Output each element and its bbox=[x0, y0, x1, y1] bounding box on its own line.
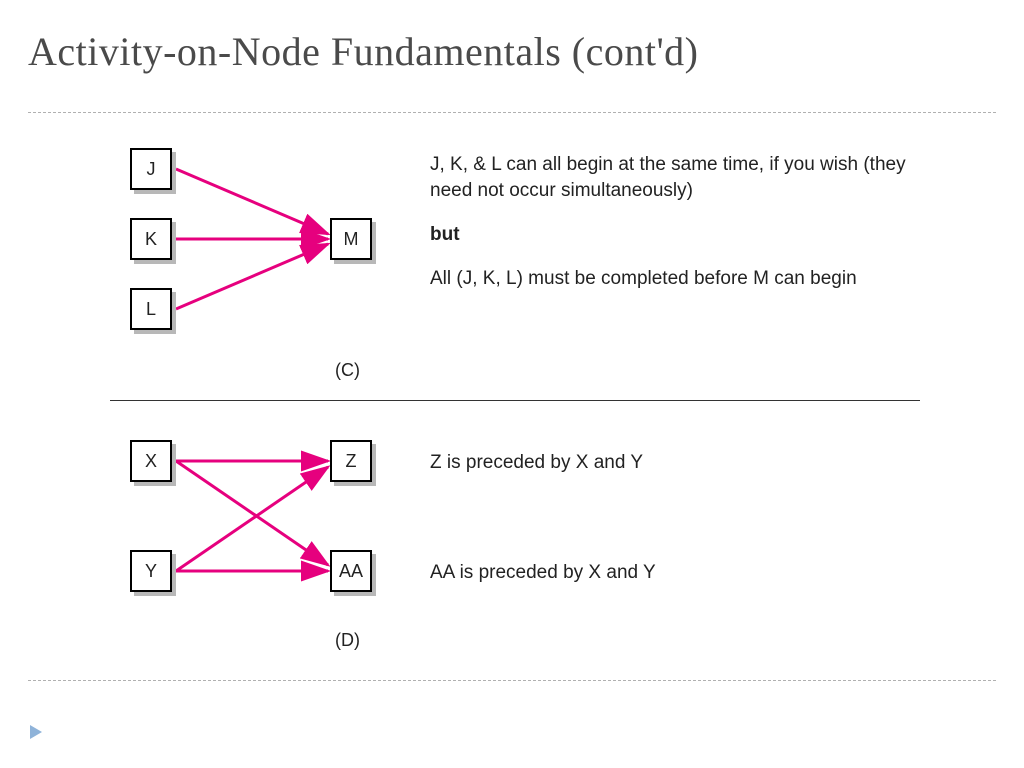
node-label: AA bbox=[339, 561, 363, 582]
node-label: M bbox=[344, 229, 359, 250]
node-m: M bbox=[330, 218, 372, 260]
edge-l-m bbox=[176, 244, 328, 309]
node-x: X bbox=[130, 440, 172, 482]
footer-nav-arrow-icon[interactable] bbox=[28, 723, 46, 746]
bottom-dashed-divider bbox=[28, 680, 996, 681]
node-label: Y bbox=[145, 561, 157, 582]
diagram-d: X Y Z AA bbox=[110, 440, 400, 610]
desc-d-z: Z is preceded by X and Y bbox=[430, 450, 643, 476]
edge-x-aa bbox=[176, 461, 328, 565]
node-label: Z bbox=[346, 451, 357, 472]
node-aa: AA bbox=[330, 550, 372, 592]
page-title: Activity-on-Node Fundamentals (cont'd) bbox=[28, 28, 699, 75]
node-z: Z bbox=[330, 440, 372, 482]
mid-solid-divider bbox=[110, 400, 920, 401]
node-label: K bbox=[145, 229, 157, 250]
fig-label-d: (D) bbox=[335, 630, 360, 651]
node-label: X bbox=[145, 451, 157, 472]
desc-c-line2: All (J, K, L) must be completed before M… bbox=[430, 266, 930, 292]
node-y: Y bbox=[130, 550, 172, 592]
top-dashed-divider bbox=[28, 112, 996, 113]
node-label: L bbox=[146, 299, 156, 320]
desc-c-line1: J, K, & L can all begin at the same time… bbox=[430, 152, 930, 203]
edge-y-z bbox=[176, 467, 328, 571]
node-k: K bbox=[130, 218, 172, 260]
desc-c-but: but bbox=[430, 222, 460, 248]
edge-j-m bbox=[176, 169, 328, 234]
node-label: J bbox=[147, 159, 156, 180]
fig-label-c: (C) bbox=[335, 360, 360, 381]
node-l: L bbox=[130, 288, 172, 330]
desc-d-aa: AA is preceded by X and Y bbox=[430, 560, 656, 586]
diagram-c: J K L M bbox=[110, 148, 400, 348]
node-j: J bbox=[130, 148, 172, 190]
